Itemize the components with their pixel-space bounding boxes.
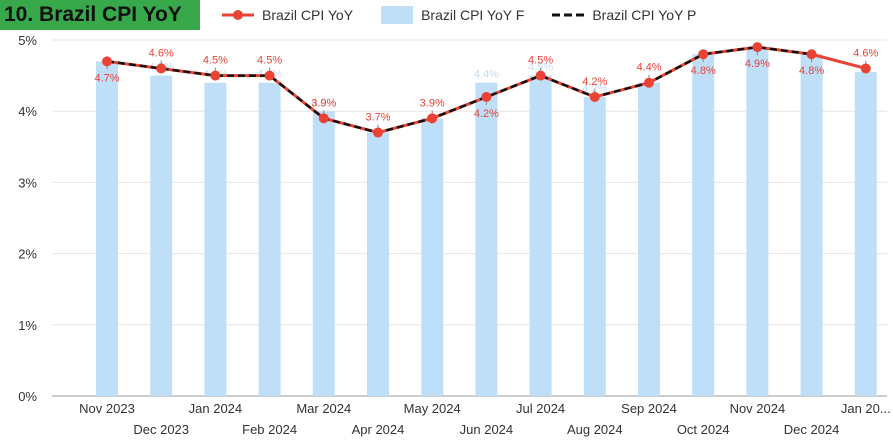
data-point (589, 91, 600, 102)
point-data-label: 3.7% (365, 112, 390, 124)
bar (638, 82, 660, 396)
data-point (481, 91, 492, 102)
point-data-label: 4.4% (636, 62, 661, 74)
x-tick-label: Jun 2024 (460, 422, 514, 437)
bar (692, 54, 715, 397)
y-tick-label: 4% (18, 104, 37, 119)
x-tick-label: Nov 2023 (79, 401, 135, 416)
bar (204, 82, 227, 396)
point-data-label: 4.9% (745, 58, 770, 70)
bar (258, 82, 281, 396)
x-tick-label: Feb 2024 (242, 422, 297, 437)
line-marker-icon (222, 10, 254, 20)
x-tick-label: Jan 20... (841, 401, 891, 416)
bar (475, 82, 498, 396)
point-data-label: 4.7% (94, 72, 119, 84)
legend-item-projection[interactable]: Brazil CPI YoY P (552, 7, 696, 23)
bar (312, 111, 335, 396)
legend-item-forecast[interactable]: Brazil CPI YoY F (381, 6, 524, 24)
x-tick-label: Aug 2024 (567, 422, 623, 437)
bar (583, 96, 606, 397)
bar-swatch-icon (381, 6, 414, 24)
bar (367, 132, 389, 396)
bar (854, 72, 877, 396)
data-point (535, 70, 546, 81)
point-data-label: 3.9% (311, 97, 336, 109)
bar (529, 75, 552, 396)
y-tick-label: 5% (18, 33, 37, 48)
point-data-label: 4.6% (853, 47, 878, 59)
legend-label-projection: Brazil CPI YoY P (592, 7, 697, 23)
bar (96, 61, 118, 397)
point-data-label: 4.5% (528, 55, 553, 67)
chart-title: 10. Brazil CPI YoY (0, 0, 200, 30)
bar (746, 47, 769, 397)
data-point (210, 70, 221, 81)
data-point (102, 56, 112, 67)
x-tick-label: Oct 2024 (677, 422, 730, 437)
point-data-label: 4.6% (149, 47, 174, 59)
data-point (698, 49, 709, 60)
y-tick-label: 2% (18, 247, 37, 262)
point-data-label: 4.8% (799, 65, 824, 77)
bar (800, 54, 823, 397)
x-tick-label: Sep 2024 (621, 401, 677, 416)
data-point (860, 63, 871, 74)
data-point (427, 113, 438, 124)
bar-data-label: 4.4% (474, 69, 499, 81)
x-tick-label: May 2024 (404, 401, 461, 416)
point-data-label: 4.5% (257, 55, 282, 67)
x-tick-label: Apr 2024 (352, 422, 405, 437)
bar-data-label: 4.0% (311, 97, 336, 109)
legend-label-forecast: Brazil CPI YoY F (421, 7, 525, 23)
x-tick-label: Dec 2024 (784, 422, 840, 437)
data-point (318, 113, 329, 124)
x-tick-label: Dec 2023 (133, 422, 189, 437)
legend: Brazil CPI YoY Brazil CPI YoY F Brazil C… (222, 0, 724, 30)
y-tick-label: 0% (18, 389, 37, 404)
x-tick-label: Jan 2024 (189, 401, 243, 416)
bar (421, 118, 444, 396)
legend-item-actual[interactable]: Brazil CPI YoY (222, 7, 353, 23)
bar (150, 75, 173, 396)
y-tick-label: 3% (18, 175, 37, 190)
point-data-label: 3.9% (420, 97, 445, 109)
point-data-label: 4.8% (691, 65, 716, 77)
dashed-line-icon (552, 13, 585, 17)
point-data-label: 4.2% (474, 108, 499, 120)
data-point (264, 70, 275, 81)
y-tick-label: 1% (18, 318, 37, 333)
point-data-label: 4.5% (203, 55, 228, 67)
data-point (156, 63, 167, 74)
x-tick-label: Mar 2024 (296, 401, 351, 416)
data-point (644, 77, 654, 88)
point-data-label: 4.2% (582, 76, 607, 88)
data-point (752, 42, 763, 53)
x-tick-label: Jul 2024 (516, 401, 565, 416)
legend-label-actual: Brazil CPI YoY (262, 7, 354, 23)
x-tick-label: Nov 2024 (730, 401, 786, 416)
data-point (373, 127, 383, 138)
data-point (806, 49, 817, 60)
